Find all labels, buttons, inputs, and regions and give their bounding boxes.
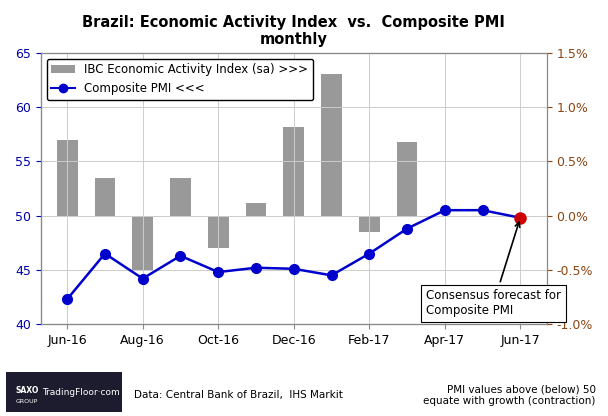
Bar bbox=[94, 178, 116, 215]
Bar bbox=[208, 215, 229, 248]
Text: Consensus forecast for
Composite PMI: Consensus forecast for Composite PMI bbox=[426, 222, 561, 317]
Title: Brazil: Economic Activity Index  vs.  Composite PMI
monthly: Brazil: Economic Activity Index vs. Comp… bbox=[82, 15, 505, 47]
Bar bbox=[396, 142, 418, 215]
Text: Data: Central Bank of Brazil,  IHS Markit: Data: Central Bank of Brazil, IHS Markit bbox=[134, 390, 343, 400]
Bar bbox=[321, 74, 342, 215]
Bar bbox=[57, 140, 78, 215]
Text: GROUP: GROUP bbox=[16, 399, 38, 404]
Bar bbox=[283, 126, 304, 215]
Text: TradingFloor·com: TradingFloor·com bbox=[43, 388, 120, 396]
Bar bbox=[359, 215, 379, 232]
Legend: IBC Economic Activity Index (sa) >>>, Composite PMI <<<: IBC Economic Activity Index (sa) >>>, Co… bbox=[47, 59, 313, 100]
Text: SAXO: SAXO bbox=[15, 386, 38, 395]
Bar bbox=[133, 215, 153, 270]
Text: PMI values above (below) 50
equate with growth (contraction): PMI values above (below) 50 equate with … bbox=[423, 384, 596, 406]
Bar bbox=[246, 203, 266, 215]
Bar bbox=[170, 178, 191, 215]
